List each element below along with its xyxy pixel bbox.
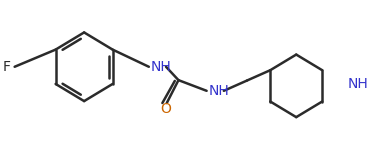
- Text: F: F: [3, 60, 11, 74]
- Text: NH: NH: [209, 84, 229, 98]
- Text: NH: NH: [151, 60, 171, 74]
- Text: O: O: [160, 102, 171, 116]
- Text: NH: NH: [348, 77, 368, 91]
